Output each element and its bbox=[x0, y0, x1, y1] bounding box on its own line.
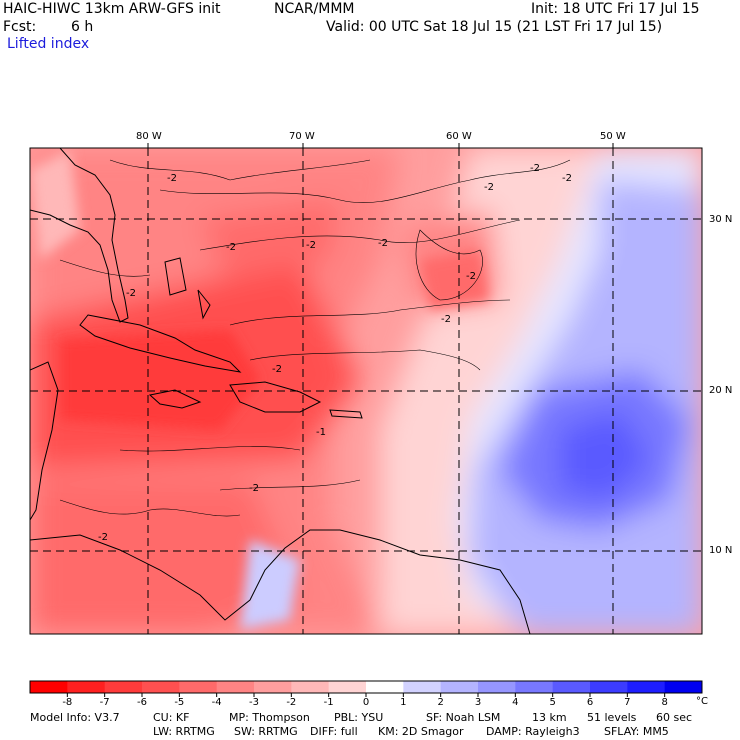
contour-label: -2 bbox=[484, 182, 494, 193]
colorbar-tick-label: -4 bbox=[212, 697, 222, 708]
colorbar-swatch bbox=[440, 681, 479, 693]
cumulus-scheme: CU: KF bbox=[153, 711, 190, 724]
colorbar-tick-label: 7 bbox=[624, 697, 630, 708]
pbl-scheme: PBL: YSU bbox=[334, 711, 384, 724]
init-time: Init: 18 UTC Fri 17 Jul 15 bbox=[531, 1, 700, 17]
colorbar-swatch bbox=[403, 681, 442, 693]
contour-lines bbox=[59, 159, 571, 517]
contour-label: -2 bbox=[226, 242, 236, 253]
forecast-hour: 6 h bbox=[71, 19, 94, 35]
colorbar-swatch bbox=[664, 681, 703, 693]
colorbar-swatch bbox=[67, 681, 106, 693]
colorbar-swatch bbox=[30, 681, 68, 693]
contour-label: -2 bbox=[530, 163, 540, 174]
lon-label: 80 W bbox=[136, 131, 162, 142]
lat-label: 30 N bbox=[709, 214, 733, 225]
colorbar-tick-label: -6 bbox=[137, 697, 147, 708]
grid-spacing: 13 km bbox=[532, 711, 567, 724]
colorbar-tick-label: -1 bbox=[324, 697, 334, 708]
contour-label: -2 bbox=[249, 483, 259, 494]
lat-lon-grid bbox=[30, 148, 702, 634]
colorbar-swatch bbox=[478, 681, 516, 693]
shortwave-scheme: SW: RRTMG bbox=[234, 725, 298, 738]
contour-label: -2 bbox=[378, 238, 388, 249]
contour-label: -2 bbox=[98, 532, 108, 543]
colorbar-tick-label: -5 bbox=[174, 697, 184, 708]
colorbar-tick-label: 3 bbox=[475, 697, 481, 708]
colorbar-swatch bbox=[590, 681, 628, 693]
lat-label: 20 N bbox=[709, 385, 733, 396]
colorbar-tick-label: 8 bbox=[661, 697, 667, 708]
colorbar-tick-label: -7 bbox=[100, 697, 110, 708]
lon-label: 60 W bbox=[446, 131, 472, 142]
colorbar-tick-label: 6 bbox=[587, 697, 593, 708]
lat-label: 10 N bbox=[709, 545, 733, 556]
colorbar-tick-label: 4 bbox=[512, 697, 518, 708]
colorbar-tick-label: -2 bbox=[286, 697, 296, 708]
colorbar-swatch bbox=[179, 681, 218, 693]
colorbar-swatch bbox=[366, 681, 404, 693]
colorbar-swatch bbox=[216, 681, 255, 693]
colorbar-tick-label: 0 bbox=[363, 697, 369, 708]
contour-label: -2 bbox=[126, 288, 136, 299]
colorbar-tick-label: 5 bbox=[549, 697, 555, 708]
colorbar-swatch bbox=[291, 681, 330, 693]
lon-label: 70 W bbox=[289, 131, 315, 142]
time-step: 60 sec bbox=[656, 711, 693, 724]
lon-label: 50 W bbox=[600, 131, 626, 142]
contour-label: -2 bbox=[306, 240, 316, 251]
model-info: Model Info: V3.7 bbox=[30, 711, 120, 724]
coastline bbox=[30, 148, 531, 634]
contour-label: -2 bbox=[167, 173, 177, 184]
colorbar-unit: °C bbox=[696, 696, 708, 707]
colorbar-swatch bbox=[254, 681, 292, 693]
colorbar-swatch bbox=[552, 681, 591, 693]
colorbar-tick-label: 1 bbox=[400, 697, 406, 708]
colorbar-swatch bbox=[328, 681, 367, 693]
forecast-label: Fcst: bbox=[3, 19, 37, 35]
colorbar-tick-label: 2 bbox=[437, 697, 443, 708]
microphysics-scheme: MP: Thompson bbox=[229, 711, 310, 724]
colorbar-swatch bbox=[104, 681, 143, 693]
surface-layer-option: SFLAY: MM5 bbox=[604, 725, 669, 738]
contour-label: -2 bbox=[466, 271, 476, 282]
contour-label: -2 bbox=[272, 364, 282, 375]
contour-label: -2 bbox=[441, 314, 451, 325]
vertical-levels: 51 levels bbox=[587, 711, 637, 724]
longwave-scheme: LW: RRTMG bbox=[153, 725, 215, 738]
contour-label: -1 bbox=[316, 427, 326, 438]
km-option: KM: 2D Smagor bbox=[378, 725, 464, 738]
contour-label: -2 bbox=[562, 173, 572, 184]
colorbar-swatch bbox=[627, 681, 666, 693]
org-name: NCAR/MMM bbox=[274, 1, 355, 17]
colorbar-swatch bbox=[515, 681, 554, 693]
field-name: Lifted index bbox=[7, 36, 90, 52]
colorbar-tick-label: -8 bbox=[62, 697, 72, 708]
colorbar-swatch bbox=[142, 681, 180, 693]
surface-scheme: SF: Noah LSM bbox=[426, 711, 501, 724]
damping-option: DAMP: Rayleigh3 bbox=[486, 725, 580, 738]
diffusion-option: DIFF: full bbox=[310, 725, 358, 738]
model-title: HAIC-HIWC 13km ARW-GFS init bbox=[3, 1, 221, 17]
colorbar-tick-label: -3 bbox=[249, 697, 259, 708]
valid-time: Valid: 00 UTC Sat 18 Jul 15 (21 LST Fri … bbox=[326, 19, 663, 35]
